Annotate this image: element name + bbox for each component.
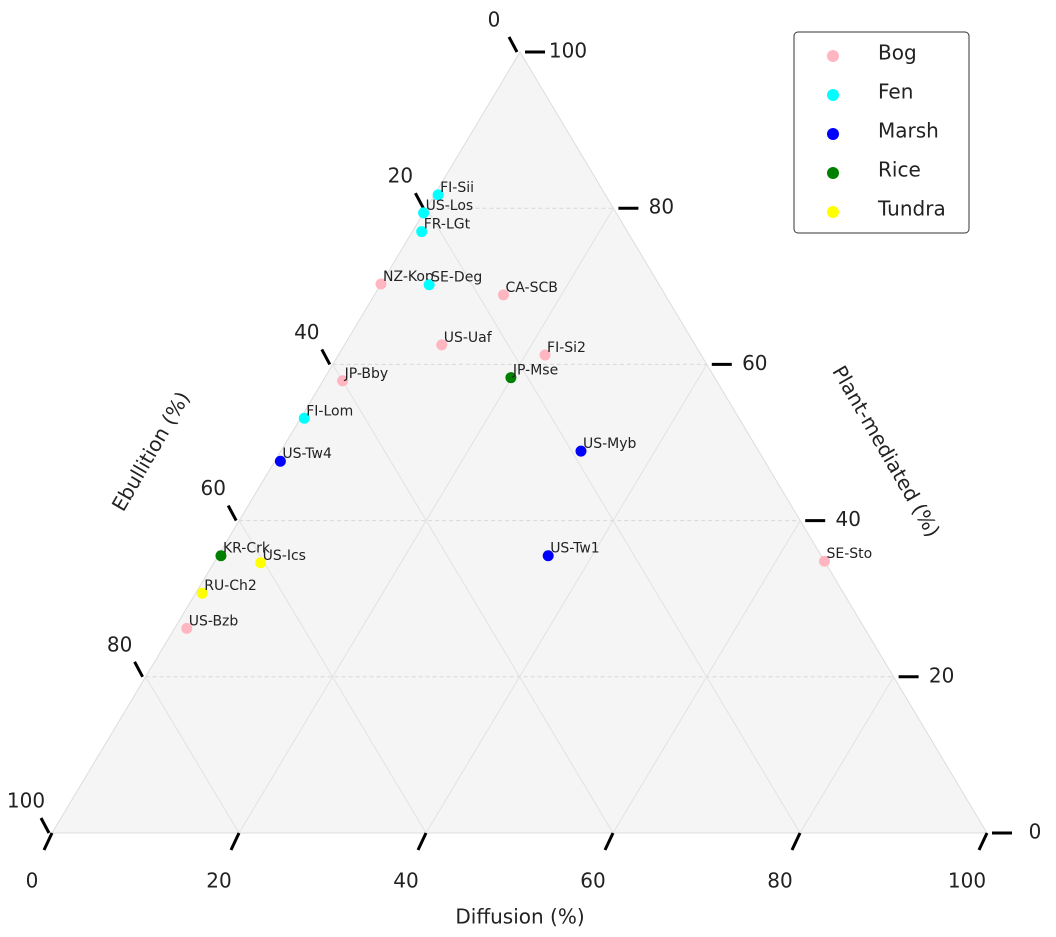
point-label: US-Tw4 xyxy=(282,446,332,462)
left-tick-label: 80 xyxy=(107,632,132,656)
data-point xyxy=(575,445,587,457)
data-point xyxy=(505,372,517,384)
data-point xyxy=(416,226,428,238)
points: NZ-Kop CA-SCB US-Uaf FI-Si2 JP-Bby SE-Sto US-B… xyxy=(181,180,872,634)
tick-mark xyxy=(414,192,425,209)
bottom-tick-label: 20 xyxy=(206,869,231,893)
grid xyxy=(145,207,895,834)
data-point xyxy=(181,622,193,634)
bottom-tick-label: 40 xyxy=(393,869,418,893)
point-label: US-Tw1 xyxy=(550,541,600,557)
grid-line xyxy=(425,364,708,834)
legend-marker xyxy=(827,206,839,218)
grid-line xyxy=(145,676,240,834)
legend-marker xyxy=(827,50,839,62)
point-label: SE-Deg xyxy=(431,270,482,286)
data-point xyxy=(542,550,554,562)
tick-mark xyxy=(416,832,428,851)
left-tick-label: 100 xyxy=(7,789,45,813)
grid-line xyxy=(238,520,427,834)
legend-label: Tundra xyxy=(877,197,946,221)
right-tick-label: 20 xyxy=(929,663,954,687)
tick-mark xyxy=(507,36,519,53)
grid-line xyxy=(799,676,895,834)
data-point xyxy=(298,412,310,424)
point-label: FI-Sii xyxy=(440,180,474,196)
tick-mark xyxy=(229,832,241,851)
point-label: CA-SCB xyxy=(505,280,557,296)
right-tick-label: 0 xyxy=(1029,820,1042,844)
legend-label: Bog xyxy=(878,41,917,65)
right-tick-label: 80 xyxy=(649,195,674,219)
point-label: JP-Bby xyxy=(344,366,389,382)
legend-label: Rice xyxy=(878,158,921,182)
data-point xyxy=(436,339,448,351)
data-point xyxy=(539,349,551,361)
tick-mark xyxy=(603,832,615,851)
right-tick-label: 60 xyxy=(742,351,767,375)
grid-line xyxy=(612,520,801,834)
legend-marker xyxy=(827,167,839,179)
data-point xyxy=(215,550,227,562)
tick-mark xyxy=(133,661,144,678)
point-label: KR-Crk xyxy=(223,541,271,557)
tick-mark xyxy=(320,348,332,366)
data-point xyxy=(337,375,349,387)
legend-marker xyxy=(827,128,839,140)
tick-mark xyxy=(42,832,54,851)
point-label: US-Ics xyxy=(263,548,306,564)
point-label: FR-LGt xyxy=(424,217,471,233)
bottom-tick-label: 60 xyxy=(580,869,605,893)
grid-line xyxy=(332,364,614,834)
tick-mark xyxy=(790,832,802,851)
legend-label: Marsh xyxy=(878,119,939,143)
point-label: FI-Si2 xyxy=(547,340,586,356)
point-label: US-Myb xyxy=(583,436,637,452)
point-label: RU-Ch2 xyxy=(204,578,257,594)
point-label: JP-Mse xyxy=(512,363,558,379)
data-point xyxy=(375,278,387,290)
point-label: NZ-Kop xyxy=(383,269,434,285)
data-point xyxy=(818,555,830,567)
data-point xyxy=(497,289,509,301)
legend-box xyxy=(793,31,970,234)
data-point xyxy=(432,189,444,201)
left-tick-label: 20 xyxy=(388,164,413,188)
left-tick-label: 40 xyxy=(294,320,319,344)
point-label: US-Uaf xyxy=(444,330,493,346)
legend: Bog Fen Marsh Rice Tundra xyxy=(827,41,946,221)
data-point xyxy=(255,557,267,569)
left-axis-label: Ebullition (%) xyxy=(107,387,195,515)
tick-mark xyxy=(39,817,51,834)
legend-label: Fen xyxy=(878,80,913,104)
data-point xyxy=(418,207,430,219)
point-label: FI-Lom xyxy=(306,403,353,419)
bottom-tick-label: 80 xyxy=(767,869,792,893)
data-point xyxy=(274,455,286,467)
triangle xyxy=(51,51,988,834)
bottom-tick-label: 0 xyxy=(26,869,39,893)
point-label: US-Bzb xyxy=(189,613,239,629)
axes: 0 0 0 20 20 20 40 40 40 60 60 60 80 80 80 100 100 100 xyxy=(7,8,1041,893)
right-tick-label: 40 xyxy=(835,507,860,531)
point-label: SE-Sto xyxy=(826,546,872,562)
tick-mark xyxy=(226,504,238,522)
data-point xyxy=(423,279,435,291)
point-label: US-Los xyxy=(426,198,474,214)
bottom-tick-label: 100 xyxy=(948,869,986,893)
right-tick-label: 100 xyxy=(549,39,587,63)
left-tick-label: 60 xyxy=(200,476,225,500)
bottom-axis-label: Diffusion (%) xyxy=(455,905,584,929)
left-tick-label: 0 xyxy=(488,8,501,32)
legend-marker xyxy=(827,89,839,101)
data-point xyxy=(196,587,208,599)
tick-mark xyxy=(977,832,989,851)
